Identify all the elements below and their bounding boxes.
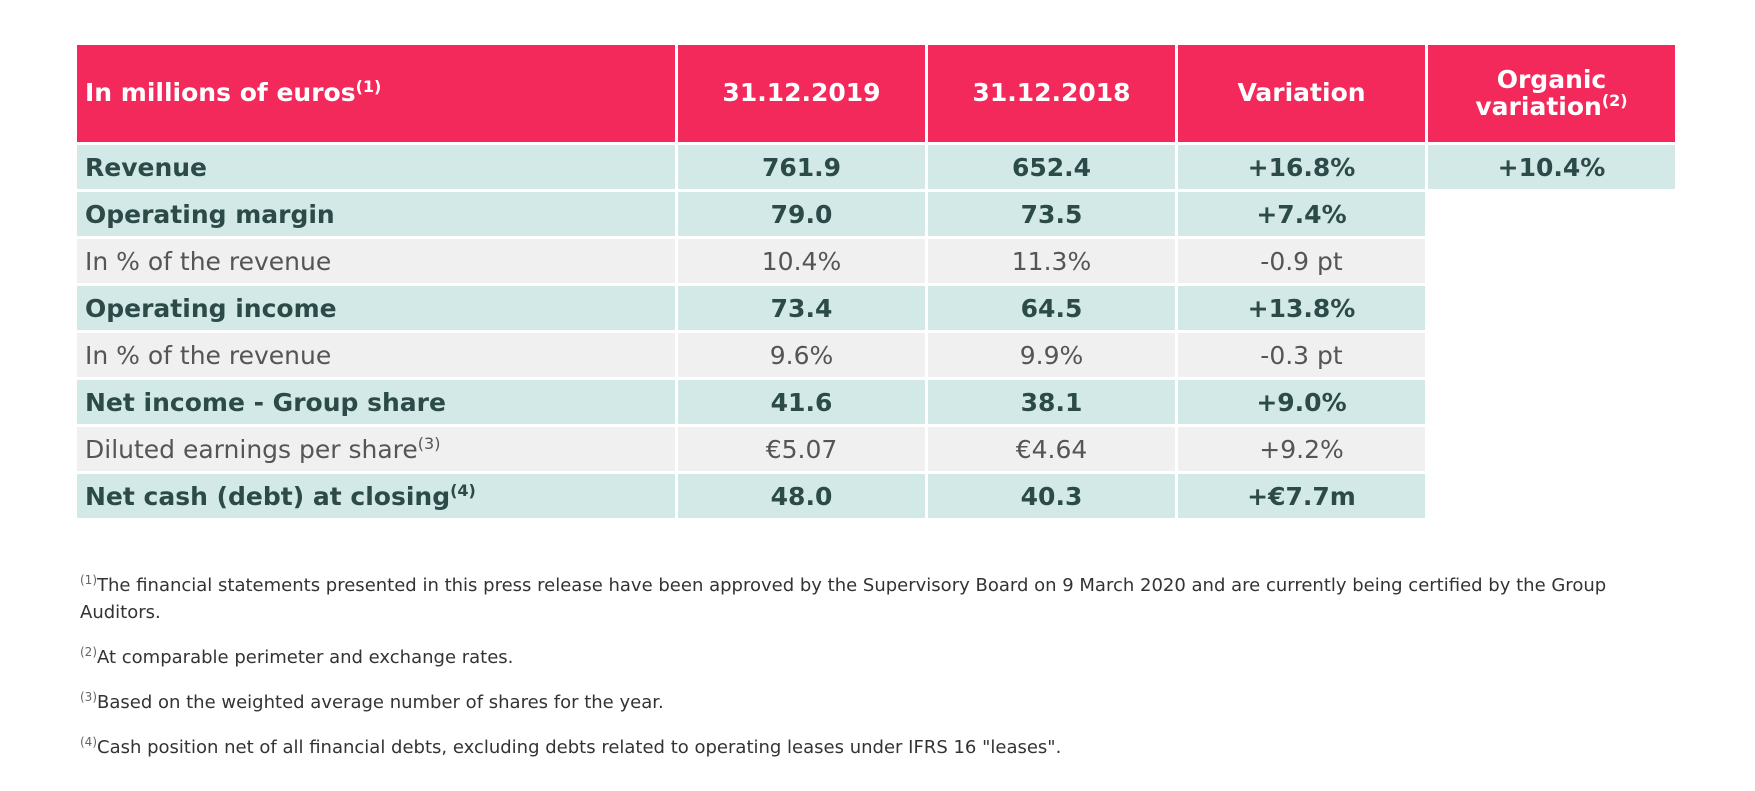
value-cell: +13.8%: [1178, 286, 1425, 330]
footnote-mark: (4): [80, 735, 97, 749]
header-cell: 31.12.2018: [928, 45, 1175, 142]
header-cell: 31.12.2019: [678, 45, 925, 142]
row-label: Revenue: [77, 145, 675, 189]
label-text: Revenue: [85, 152, 208, 182]
table-row: Operating margin 79.0 73.5 +7.4%: [77, 192, 1675, 236]
results-table: In millions of euros(1) 31.12.2019 31.12.2…: [74, 42, 1678, 521]
row-label: Operating margin: [77, 192, 675, 236]
value-cell: -0.9 pt: [1178, 239, 1425, 283]
row-label: In % of the revenue: [77, 333, 675, 377]
label-text: Net cash (debt) at closing: [85, 481, 451, 511]
empty-cell: [1428, 427, 1675, 471]
footnote-mark: (1): [80, 573, 97, 587]
header-text: 31.12.2018: [972, 78, 1131, 108]
value-cell: +7.4%: [1178, 192, 1425, 236]
footnote-ref: (4): [450, 480, 476, 500]
empty-cell: [1428, 239, 1675, 283]
label-text: In % of the revenue: [85, 340, 332, 370]
header-cell: Organic variation(2): [1428, 45, 1675, 142]
footnote: (1)The financial statements presented in…: [80, 572, 1685, 626]
value-cell: +16.8%: [1178, 145, 1425, 189]
row-label: Net income - Group share: [77, 380, 675, 424]
value-cell: 79.0: [678, 192, 925, 236]
footnote-text: The financial statements presented in th…: [80, 575, 1607, 623]
footnote-ref: (1): [355, 77, 382, 97]
value-cell: 9.6%: [678, 333, 925, 377]
value-cell: 48.0: [678, 474, 925, 518]
table-row: Diluted earnings per share(3) €5.07 €4.64 +…: [77, 427, 1675, 471]
value-cell: 73.5: [928, 192, 1175, 236]
footnote-text: Cash position net of all financial debts…: [97, 737, 1062, 758]
label-text: Operating margin: [85, 199, 335, 229]
header-text: 31.12.2019: [722, 78, 881, 108]
empty-cell: [1428, 192, 1675, 236]
value-cell: €5.07: [678, 427, 925, 471]
footnote-mark: (3): [80, 690, 97, 704]
header-text: Variation: [1237, 78, 1366, 108]
value-cell: 11.3%: [928, 239, 1175, 283]
value-cell: 652.4: [928, 145, 1175, 189]
label-text: In % of the revenue: [85, 246, 332, 276]
footnote: (3)Based on the weighted average number …: [80, 689, 1685, 716]
value-cell: +9.0%: [1178, 380, 1425, 424]
value-cell: 41.6: [678, 380, 925, 424]
footnotes: (1)The financial statements presented in…: [80, 572, 1685, 779]
table-row: Operating income 73.4 64.5 +13.8%: [77, 286, 1675, 330]
empty-cell: [1428, 380, 1675, 424]
table-row: Net income - Group share 41.6 38.1 +9.0%: [77, 380, 1675, 424]
value-cell: €4.64: [928, 427, 1175, 471]
table-row: In % of the revenue 10.4% 11.3% -0.9 pt: [77, 239, 1675, 283]
row-label: Net cash (debt) at closing(4): [77, 474, 675, 518]
value-cell: 73.4: [678, 286, 925, 330]
header-cell: In millions of euros(1): [77, 45, 675, 142]
table-row: In % of the revenue 9.6% 9.9% -0.3 pt: [77, 333, 1675, 377]
table-body: Revenue 761.9 652.4 +16.8% +10.4% Operating m…: [77, 145, 1675, 518]
row-label: Diluted earnings per share(3): [77, 427, 675, 471]
table-row: Net cash (debt) at closing(4) 48.0 40.3 +€7…: [77, 474, 1675, 518]
value-cell: 64.5: [928, 286, 1175, 330]
header-text: Organic variation: [1475, 65, 1607, 121]
value-cell: +10.4%: [1428, 145, 1675, 189]
row-label: Operating income: [77, 286, 675, 330]
value-cell: +9.2%: [1178, 427, 1425, 471]
label-text: Diluted earnings per share: [85, 434, 418, 464]
empty-cell: [1428, 333, 1675, 377]
value-cell: +€7.7m: [1178, 474, 1425, 518]
value-cell: 761.9: [678, 145, 925, 189]
footnote-ref: (2): [1601, 90, 1628, 110]
label-text: Operating income: [85, 293, 337, 323]
footnote-text: Based on the weighted average number of …: [97, 692, 664, 713]
row-label: In % of the revenue: [77, 239, 675, 283]
header-cell: Variation: [1178, 45, 1425, 142]
footnote-mark: (2): [80, 645, 97, 659]
value-cell: 38.1: [928, 380, 1175, 424]
value-cell: -0.3 pt: [1178, 333, 1425, 377]
footnote-ref: (3): [417, 433, 441, 453]
empty-cell: [1428, 286, 1675, 330]
label-text: Net income - Group share: [85, 387, 446, 417]
value-cell: 40.3: [928, 474, 1175, 518]
value-cell: 10.4%: [678, 239, 925, 283]
table-row: Revenue 761.9 652.4 +16.8% +10.4%: [77, 145, 1675, 189]
footnote-text: At comparable perimeter and exchange rat…: [97, 647, 514, 668]
footnote: (4)Cash position net of all financial de…: [80, 734, 1685, 761]
footnote: (2)At comparable perimeter and exchange …: [80, 644, 1685, 671]
header-text: In millions of euros: [85, 78, 356, 108]
value-cell: 9.9%: [928, 333, 1175, 377]
empty-cell: [1428, 474, 1675, 518]
header-row: In millions of euros(1) 31.12.2019 31.12.2…: [77, 45, 1675, 142]
